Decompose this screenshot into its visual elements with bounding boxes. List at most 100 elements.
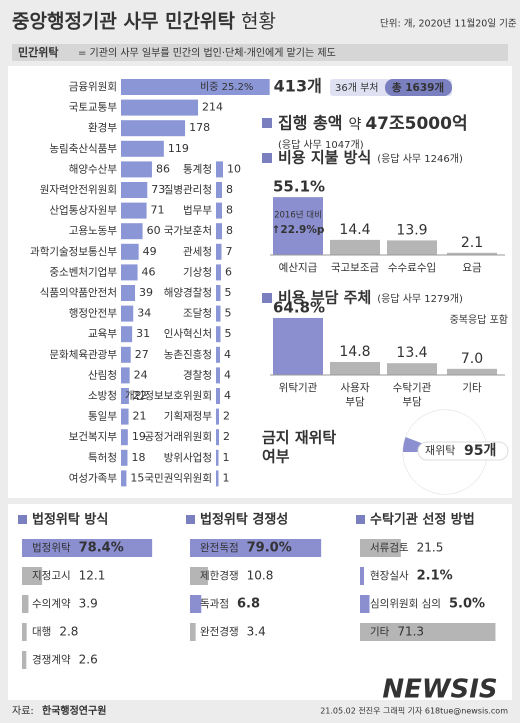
value-label: 49 <box>143 245 157 258</box>
bar <box>190 567 208 585</box>
bar <box>190 623 196 641</box>
bar-annotation: ↑22.9%p <box>272 224 325 236</box>
agency-label: 관세청 <box>183 246 212 258</box>
value-label: 27 <box>135 348 149 361</box>
value-label: 5.0% <box>449 597 485 612</box>
execution-note: (응답 사무 1047개) <box>278 139 364 151</box>
value-label: 86 <box>156 162 170 175</box>
category-label: 수의계약 <box>32 598 71 610</box>
execution-amount: 47조5000억 <box>365 114 467 134</box>
value-label: 178 <box>189 121 210 134</box>
bar <box>216 243 222 260</box>
bar <box>121 182 148 198</box>
slice-label: 재위탁 <box>425 444 455 457</box>
value-label: 13.9 <box>396 222 427 238</box>
value-label: 5 <box>225 307 232 320</box>
agency-label: 방위사업청 <box>164 451 212 464</box>
value-label: 22 <box>133 389 147 402</box>
bar <box>216 346 220 363</box>
bar <box>121 408 129 425</box>
category-label: 수탁기관 <box>393 382 432 394</box>
bar <box>216 449 219 466</box>
bar <box>22 623 27 641</box>
bar <box>216 285 221 301</box>
category-label: 완전경쟁 <box>200 625 239 638</box>
bar <box>273 197 323 255</box>
category-label: 완전독점 <box>200 541 239 554</box>
agency-label: 통계청 <box>183 163 212 175</box>
category-label: 위탁기관 <box>279 381 318 394</box>
agency-label: 해양경찰청 <box>164 286 212 299</box>
value-label: 12.1 <box>79 569 106 583</box>
bar <box>121 429 128 446</box>
value-label: 6 <box>225 265 232 278</box>
bar <box>121 346 131 363</box>
agency-label: 과학기술정보통신부 <box>30 246 117 258</box>
value-label: 73 <box>151 183 165 196</box>
agency-label: 해양수산부 <box>69 162 118 175</box>
agency-label: 소방청 <box>88 390 117 402</box>
agency-label: 국민권익위원회 <box>144 471 212 484</box>
category-label: 독과점 <box>200 598 229 610</box>
agency-label: 기획재정부 <box>164 411 213 423</box>
agency-label: 문화체육관광부 <box>49 349 117 361</box>
category-label: 기타 <box>370 626 390 638</box>
bar <box>216 305 221 322</box>
value-label: 7 <box>226 245 233 258</box>
agency-label: 고용노동부 <box>69 225 118 237</box>
value-label: 8 <box>226 204 233 217</box>
bar <box>190 539 322 557</box>
bar <box>447 252 497 255</box>
source-label: 자료: <box>12 705 34 717</box>
bar <box>190 595 202 613</box>
value-label: 24 <box>134 368 148 381</box>
chart-title: 금지 재위탁 <box>262 429 336 447</box>
value-label: 21 <box>133 410 147 423</box>
agency-label: 인사혁신처 <box>164 328 212 340</box>
value-label: 19 <box>132 430 146 443</box>
bullet <box>186 515 195 524</box>
bar <box>216 161 223 178</box>
bar <box>216 326 221 343</box>
value-label: 2.1% <box>417 569 453 584</box>
agency-label: 조달청 <box>183 308 212 320</box>
category-label: 서류검토 <box>370 542 409 554</box>
value-label: 71.3 <box>397 625 424 639</box>
bar <box>360 567 364 585</box>
value-label: 119 <box>168 142 189 155</box>
category-label: 심의위원회 심의 <box>370 597 441 610</box>
bar <box>22 595 29 613</box>
bullet <box>262 118 272 128</box>
value-label: 71 <box>151 204 165 217</box>
bar <box>121 367 130 384</box>
execution-prefix: 약 <box>348 117 361 133</box>
agency-label: 개인정보보호위원회 <box>125 389 212 402</box>
bar <box>216 408 219 425</box>
bar <box>216 470 219 487</box>
agency-label: 환경부 <box>88 121 117 134</box>
bar <box>121 470 127 487</box>
bar <box>22 651 27 669</box>
category-label: 수수료수입 <box>388 261 436 274</box>
category-label: 부담 <box>402 396 422 408</box>
value-label: 21.5 <box>417 541 444 555</box>
title: 중앙행정기관 사무 민간위탁 <box>12 11 236 33</box>
bar <box>273 317 323 375</box>
bar <box>121 99 199 116</box>
value-label: 5 <box>225 327 232 340</box>
bar <box>22 567 43 585</box>
category-label: 기타 <box>462 382 482 394</box>
bar <box>216 429 219 446</box>
agency-label: 특허청 <box>88 452 117 464</box>
value-label: 34 <box>137 307 151 320</box>
bar <box>360 539 401 557</box>
agency-label: 농촌진흥청 <box>164 348 212 361</box>
value-label: 214 <box>202 101 223 114</box>
bar <box>387 240 437 255</box>
chart-title: 비용 부담 주체 <box>278 289 371 307</box>
agency-label: 식품의약품안전처 <box>40 287 117 299</box>
agency-label: 국토교통부 <box>69 102 118 114</box>
category-label: 현장실사 <box>370 570 409 582</box>
value-label: 14.4 <box>339 222 370 238</box>
